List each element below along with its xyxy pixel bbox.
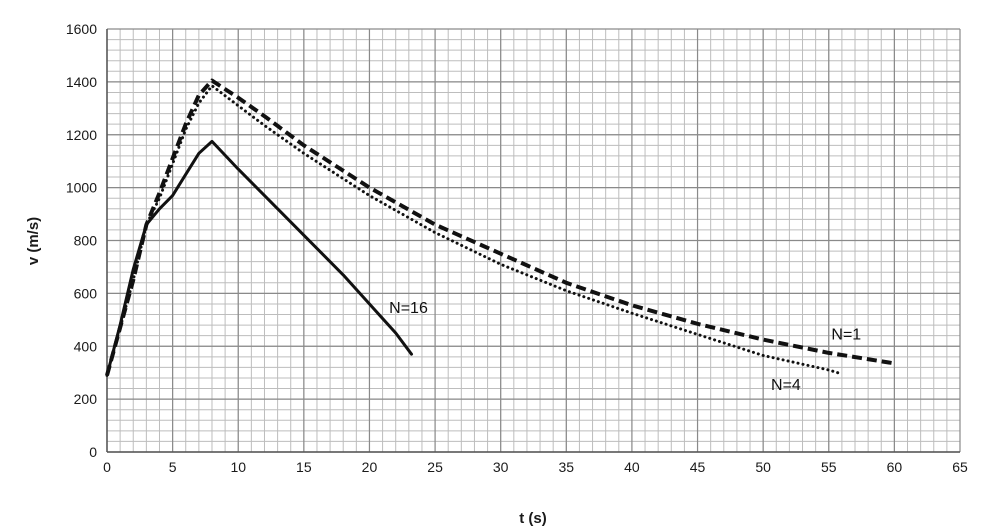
y-tick-label: 400 <box>74 338 98 354</box>
x-tick-label: 20 <box>362 459 378 475</box>
x-tick-label: 50 <box>755 459 771 475</box>
x-axis-title: t (s) <box>519 510 547 527</box>
series-line-n-16 <box>105 139 413 377</box>
series-line-n-4 <box>105 84 844 377</box>
y-axis-title: v (m/s) <box>25 217 42 265</box>
x-tick-label: 55 <box>821 459 837 475</box>
y-tick-label: 1200 <box>66 127 97 143</box>
y-tick-label: 1600 <box>66 21 97 37</box>
series-label-n-1: N=1 <box>831 327 861 344</box>
y-tick-label: 1000 <box>66 180 97 196</box>
series-label-n-16: N=16 <box>389 300 428 317</box>
x-tick-label: 40 <box>624 459 640 475</box>
x-tick-label: 25 <box>427 459 443 475</box>
major-grid <box>106 28 961 453</box>
y-tick-label: 1400 <box>66 74 97 90</box>
y-tick-label: 0 <box>89 444 97 460</box>
x-tick-label: 65 <box>952 459 968 475</box>
series-label-n-4: N=4 <box>771 377 801 394</box>
x-tick-label: 0 <box>103 459 111 475</box>
series-layer <box>105 78 895 377</box>
x-tick-label: 15 <box>296 459 312 475</box>
y-tick-label: 200 <box>74 391 98 407</box>
y-tick-labels: 0 200 400 600 800 1000 1200 1400 1600 <box>66 21 97 460</box>
y-tick-label: 600 <box>74 285 98 301</box>
x-tick-label: 30 <box>493 459 509 475</box>
x-tick-label: 35 <box>559 459 575 475</box>
series-annotations: N=16 N=1 N=4 <box>389 300 861 394</box>
x-tick-label: 60 <box>887 459 903 475</box>
x-tick-label: 5 <box>169 459 177 475</box>
y-tick-label: 800 <box>74 233 98 249</box>
x-tick-label: 45 <box>690 459 706 475</box>
x-tick-label: 10 <box>230 459 246 475</box>
x-tick-labels: 0 5 10 15 20 25 30 35 40 45 50 55 60 65 <box>103 459 968 475</box>
